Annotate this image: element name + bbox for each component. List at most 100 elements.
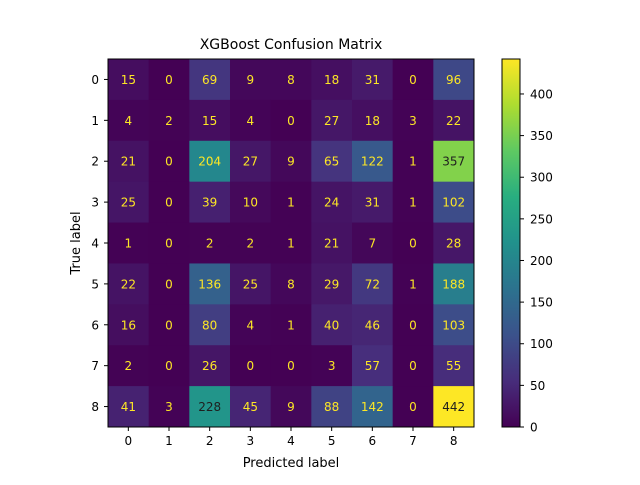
heatmap-cell (270, 263, 312, 305)
heatmap-cell (148, 304, 190, 346)
heatmap-cell (148, 59, 190, 101)
cell-value-label: 57 (365, 359, 380, 373)
cell-value-label: 40 (324, 318, 339, 332)
heatmap-cell (392, 345, 434, 387)
heatmap-cell (392, 386, 434, 428)
heatmap-cell (148, 263, 190, 305)
cell-value-label: 10 (243, 196, 258, 210)
heatmap-cell (433, 222, 475, 264)
x-tick-label: 7 (409, 434, 417, 448)
heatmap-cell (148, 345, 190, 387)
cell-value-label: 46 (365, 318, 380, 332)
y-tick-label: 8 (91, 400, 99, 414)
heatmap-cell (433, 140, 475, 183)
colorbar (501, 58, 521, 428)
heatmap-cell (433, 304, 475, 346)
colorbar-tick-label: 100 (530, 337, 553, 351)
heatmap-cell (352, 345, 394, 387)
heatmap-cell (352, 386, 394, 428)
heatmap-cell (230, 181, 272, 224)
x-tick-label: 8 (450, 434, 458, 448)
cell-value-label: 0 (287, 114, 295, 128)
heatmap-cell (433, 181, 475, 224)
colorbar-tick-label: 400 (530, 87, 553, 101)
cell-value-label: 15 (121, 73, 136, 87)
cell-value-label: 27 (324, 114, 339, 128)
cell-value-label: 188 (442, 277, 465, 291)
x-axis-label: Predicted label (243, 456, 340, 471)
heatmap-cell (433, 59, 475, 101)
heatmap-cell (352, 304, 394, 346)
cell-value-label: 0 (409, 359, 417, 373)
heatmap-cell (108, 59, 150, 101)
heatmap-cell (270, 181, 312, 224)
chart-title: XGBoost Confusion Matrix (200, 37, 383, 53)
cell-value-label: 9 (247, 73, 255, 87)
heatmap-cell (108, 263, 150, 305)
heatmap-cell (270, 140, 312, 183)
colorbar-tick-label: 350 (530, 129, 553, 143)
heatmap-cell (352, 99, 394, 142)
heatmap-cell (392, 304, 434, 346)
cell-value-label: 69 (202, 73, 217, 87)
heatmap-cell (311, 99, 353, 142)
heatmap-cell (148, 181, 190, 224)
x-tick-label: 0 (125, 434, 133, 448)
y-tick-label: 7 (91, 359, 99, 373)
heatmap-cell (189, 304, 231, 346)
cell-value-label: 31 (365, 196, 380, 210)
y-tick-label: 2 (91, 155, 99, 169)
heatmap-cell (270, 386, 312, 428)
cell-value-label: 0 (409, 400, 417, 414)
colorbar-tick-label: 300 (530, 171, 553, 185)
heatmap-cell (270, 222, 312, 264)
cell-value-label: 8 (287, 277, 295, 291)
cell-value-label: 1 (409, 277, 417, 291)
heatmap-cell (352, 222, 394, 264)
cell-value-label: 3 (409, 114, 417, 128)
heatmap-cell (108, 304, 150, 346)
heatmap-cell (352, 263, 394, 305)
heatmap-cell (108, 140, 150, 183)
cell-value-label: 28 (446, 237, 461, 251)
heatmap-cell (108, 386, 150, 428)
heatmap-cell (189, 140, 231, 183)
cell-value-label: 0 (409, 73, 417, 87)
cell-value-label: 2 (125, 359, 133, 373)
cell-value-label: 2 (165, 114, 173, 128)
heatmap-cell (311, 222, 353, 264)
heatmap-cell (189, 222, 231, 264)
heatmap-cell (311, 304, 353, 346)
heatmap-cell (311, 181, 353, 224)
cell-value-label: 3 (328, 359, 336, 373)
heatmap-cell (352, 181, 394, 224)
cell-value-label: 0 (409, 318, 417, 332)
cell-value-label: 136 (198, 277, 221, 291)
heatmap-cell (148, 140, 190, 183)
cell-value-label: 27 (243, 155, 258, 169)
colorbar-tick-label: 250 (530, 212, 553, 226)
heatmap-cell (270, 59, 312, 101)
cell-value-label: 0 (165, 73, 173, 87)
cell-value-label: 0 (165, 277, 173, 291)
cell-value-label: 0 (165, 196, 173, 210)
cell-value-label: 9 (287, 400, 295, 414)
heatmap-cell (311, 59, 353, 101)
cell-value-label: 4 (247, 114, 255, 128)
heatmap-cell (189, 99, 231, 142)
heatmap-cell (148, 222, 190, 264)
heatmap-cell (392, 99, 434, 142)
cell-value-label: 2 (247, 237, 255, 251)
cell-value-label: 9 (287, 155, 295, 169)
colorbar-tick-label: 150 (530, 296, 553, 310)
heatmap-cell (352, 59, 394, 101)
cell-value-label: 1 (125, 237, 133, 251)
cell-value-label: 21 (121, 155, 136, 169)
cell-value-label: 31 (365, 73, 380, 87)
x-axis-ticks: 0 1 2 3 4 5 6 7 8 (125, 427, 458, 448)
heatmap-cell (392, 222, 434, 264)
heatmap-cell (108, 181, 150, 224)
cell-value-label: 102 (442, 196, 465, 210)
y-tick-label: 4 (91, 237, 99, 251)
